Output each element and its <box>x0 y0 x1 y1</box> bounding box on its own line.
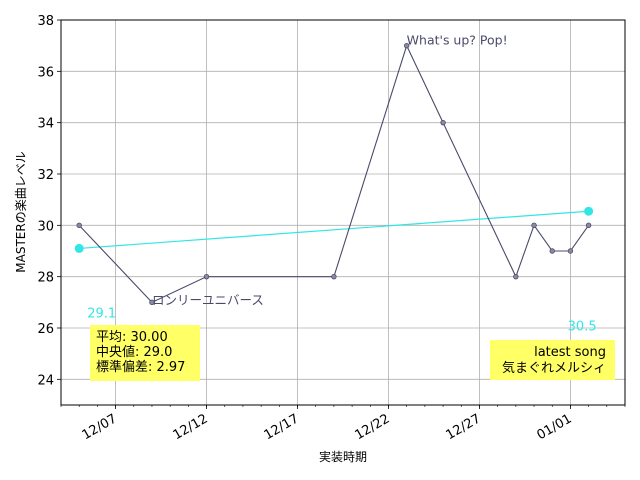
level-point <box>149 299 155 306</box>
level-point <box>440 119 446 126</box>
trend-end-label: 30.5 <box>568 320 597 335</box>
max-song-label: What's up? Pop! <box>407 33 508 48</box>
trend-endpoint <box>584 206 594 216</box>
y-tick-label: 36 <box>37 65 54 80</box>
stats-stdev: 標準偏差: 2.97 <box>96 359 185 375</box>
y-axis-label: MASTERの楽曲レベル <box>14 151 28 272</box>
latest-song-caption: latest song <box>534 345 606 360</box>
level-point <box>403 42 410 49</box>
level-point <box>585 222 592 229</box>
trend-line <box>74 206 594 253</box>
latest-song-title: 気まぐれメルシィ <box>502 360 606 376</box>
y-tick-label: 34 <box>37 117 54 132</box>
stats-median: 中央値: 29.0 <box>96 344 172 360</box>
plot-frame <box>60 19 626 406</box>
level-point <box>203 273 210 280</box>
stats-mean: 平均: 30.00 <box>96 330 168 345</box>
y-tick-label: 26 <box>37 322 54 337</box>
min-song-label: ロンリーユニバース <box>152 292 264 307</box>
y-tick-label: 30 <box>37 219 54 234</box>
level-point <box>513 273 519 280</box>
trend-endpoint <box>74 243 84 253</box>
stats-box-background <box>90 325 200 381</box>
stats-box: 平均: 30.00 中央値: 29.0 標準偏差: 2.97 <box>90 325 200 381</box>
level-point <box>331 273 337 280</box>
level-point <box>531 222 537 229</box>
y-tick-label: 38 <box>37 14 54 29</box>
level-point <box>567 248 574 254</box>
latest-song-box: latest song 気まぐれメルシィ <box>490 340 615 380</box>
y-tick-label: 24 <box>37 373 54 388</box>
y-tick-label: 32 <box>37 168 54 183</box>
level-series <box>76 42 592 306</box>
y-tick-label: 28 <box>37 271 54 286</box>
x-axis-label: 実装時期 <box>319 449 367 464</box>
level-point <box>549 248 555 254</box>
latest-box-background <box>490 340 615 380</box>
level-point <box>76 222 82 229</box>
trend-line-path <box>79 210 589 250</box>
trend-start-label: 29.1 <box>87 307 116 322</box>
